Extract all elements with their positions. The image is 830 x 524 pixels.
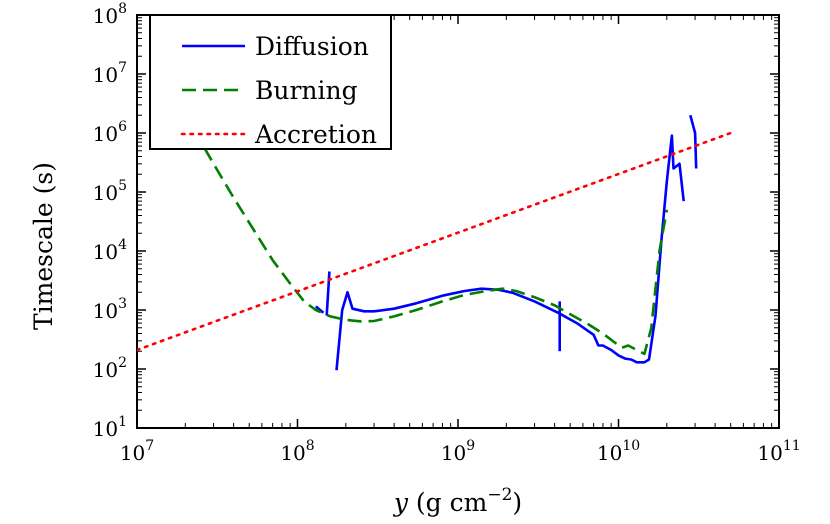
y-tick-label: 108 [93,1,127,28]
diffusion-line [314,305,325,314]
x-tick-label: 1010 [597,438,640,465]
x-tick-label: 109 [441,438,475,465]
x-tick-label: 108 [280,438,314,465]
series-accretion [137,131,732,352]
x-axis-label: y (g cm−2) [393,485,522,517]
legend-label-diffusion: Diffusion [255,32,369,61]
series-layer [137,73,732,371]
legend-label-accretion: Accretion [254,120,377,149]
y-tick-label: 107 [93,60,127,87]
diffusion-line [325,271,331,316]
legend: Diffusion Burning Accretion [149,14,392,150]
y-tick-label: 102 [93,355,127,382]
series-diffusion [314,114,698,371]
x-axis-unit: (g cm [408,488,488,517]
x-axis-unit-exponent: −2 [487,485,512,505]
y-tick-label: 104 [93,237,127,264]
x-ticks: 107 108 109 1010 1011 [120,15,801,465]
x-axis-unit-close: ) [512,488,522,517]
legend-box [149,14,392,150]
y-tick-label: 106 [93,119,127,146]
x-tick-label: 107 [120,438,154,465]
legend-label-burning: Burning [255,76,358,105]
diffusion-line [335,134,685,371]
burning-line [164,73,669,356]
y-ticks: 101 102 103 104 105 106 107 108 [93,1,779,441]
diffusion-line [689,114,698,169]
y-axis-label: Timescale (s) [29,162,58,330]
y-tick-label: 101 [93,414,127,441]
plot-axes: 107 108 109 1010 1011 1011021031041051061071… [93,1,801,465]
y-tick-label: 103 [93,296,127,323]
y-tick-label: 105 [93,178,127,205]
accretion-line [137,131,732,352]
x-tick-label: 1011 [757,438,800,465]
x-axis-variable: y [393,488,409,517]
series-burning [164,73,669,356]
